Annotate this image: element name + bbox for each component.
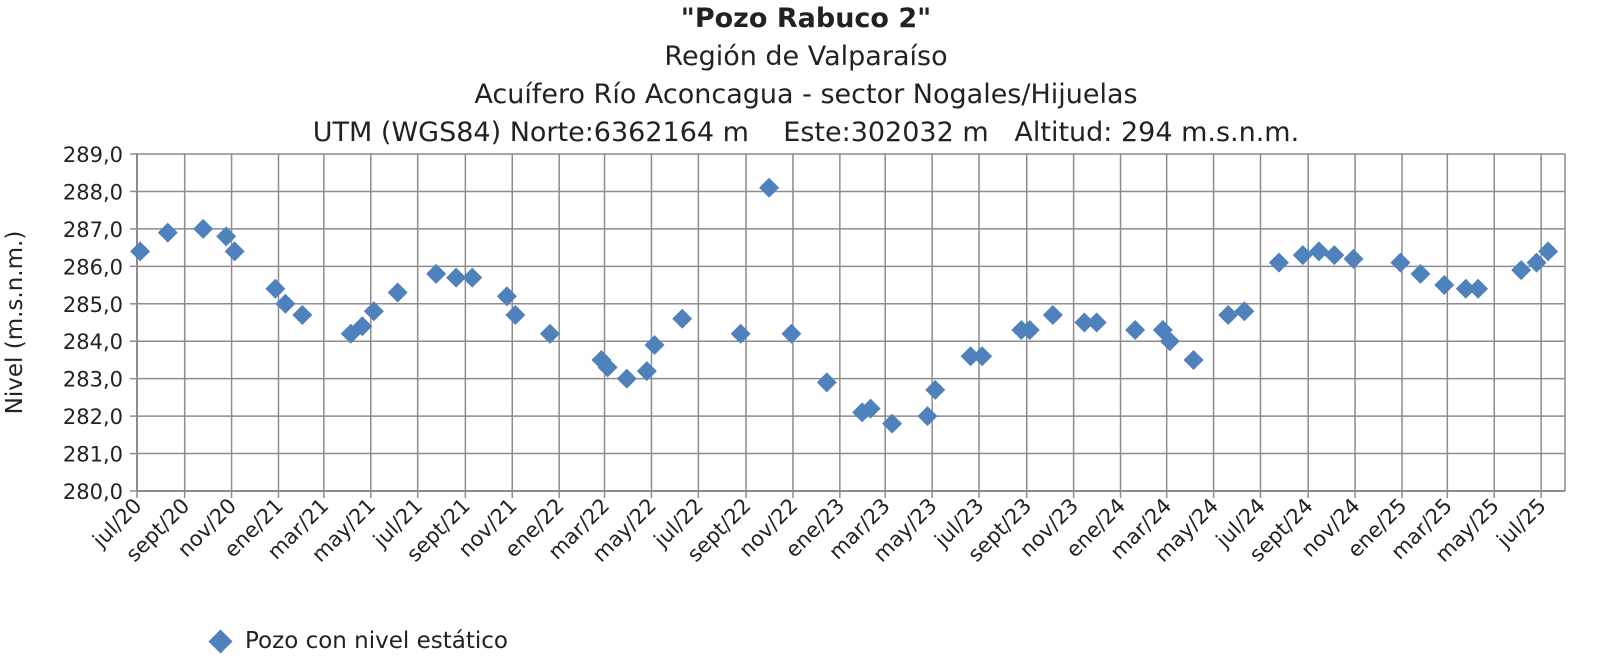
data-point: [275, 293, 296, 314]
data-point: [730, 323, 751, 344]
data-point: [1511, 260, 1532, 281]
data-point: [505, 305, 526, 326]
chart-subtitle-region: Región de Valparaíso: [664, 41, 948, 72]
data-point: [1019, 319, 1040, 340]
data-point: [1268, 252, 1289, 273]
data-point: [292, 305, 313, 326]
data-point: [387, 282, 408, 303]
data-point: [363, 301, 384, 322]
data-point: [917, 406, 938, 427]
data-point: [1074, 312, 1095, 333]
data-point: [1218, 305, 1239, 326]
diamond-marker-icon: [208, 628, 233, 654]
data-point: [1538, 241, 1559, 262]
y-tick-label: 286,0: [63, 255, 123, 279]
data-point: [496, 286, 517, 307]
data-point: [1343, 248, 1364, 269]
data-point: [193, 218, 214, 239]
data-point: [960, 346, 981, 367]
data-point: [157, 222, 178, 243]
data-point: [1159, 331, 1180, 352]
data-point: [597, 357, 618, 378]
data-point: [426, 263, 447, 284]
data-point: [925, 379, 946, 400]
data-point: [1526, 252, 1547, 273]
y-tick-label: 288,0: [63, 180, 123, 204]
data-point: [644, 334, 665, 355]
data-point: [1125, 319, 1146, 340]
data-point: [816, 372, 837, 393]
data-point: [1468, 278, 1489, 299]
data-point: [1183, 349, 1204, 370]
data-point: [462, 267, 483, 288]
data-point: [1455, 278, 1476, 299]
data-point: [1434, 275, 1455, 296]
data-point: [446, 267, 467, 288]
data-point: [539, 323, 560, 344]
y-tick-label: 282,0: [63, 405, 123, 429]
data-point: [759, 177, 780, 198]
data-point: [1324, 245, 1345, 266]
data-point: [860, 398, 881, 419]
data-point: [1086, 312, 1107, 333]
chart-subtitle-aquifer: Acuífero Río Aconcagua - sector Nogales/…: [474, 79, 1138, 110]
chart-subtitle-coordinates: UTM (WGS84) Norte:6362164 m Este:302032 …: [312, 117, 1300, 148]
data-point: [1042, 305, 1063, 326]
y-axis-label: Nivel (m.s.n.m.): [2, 231, 28, 415]
y-tick-label: 283,0: [63, 368, 123, 392]
legend: Pozo con nivel estático: [208, 628, 508, 654]
y-tick-label: 285,0: [63, 293, 123, 317]
y-tick-label: 281,0: [63, 443, 123, 467]
y-tick-label: 280,0: [63, 480, 123, 504]
data-point: [636, 361, 657, 382]
data-point: [672, 308, 693, 329]
data-point: [1410, 263, 1431, 284]
data-point: [224, 241, 245, 262]
data-point: [616, 368, 637, 389]
legend-label: Pozo con nivel estático: [245, 628, 508, 654]
data-point: [265, 278, 286, 299]
y-tick-label: 287,0: [63, 218, 123, 242]
data-point: [882, 413, 903, 434]
x-tick-label: jul/25: [1491, 494, 1550, 553]
data-point: [1292, 245, 1313, 266]
chart-titles: "Pozo Rabuco 2" Región de Valparaíso Acu…: [0, 0, 1612, 152]
data-point: [1308, 241, 1329, 262]
data-point: [1390, 252, 1411, 273]
data-point: [972, 346, 993, 367]
y-tick-label: 289,0: [63, 143, 123, 167]
y-tick-label: 284,0: [63, 330, 123, 354]
data-point: [1234, 301, 1255, 322]
chart-title: "Pozo Rabuco 2": [680, 3, 932, 34]
data-point: [352, 316, 373, 337]
data-point: [781, 323, 802, 344]
data-point: [216, 226, 237, 247]
data-point: [130, 241, 151, 262]
